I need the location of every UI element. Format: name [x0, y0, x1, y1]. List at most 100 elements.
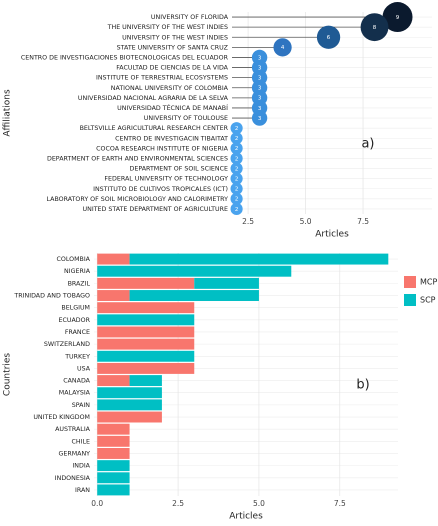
bar-segment: [97, 399, 162, 411]
y-tick-label: SWITZERLAND: [44, 341, 90, 348]
bubble-label: 2: [235, 126, 239, 132]
x-axis-title: Articles: [315, 230, 349, 240]
lollipop-bubble: [360, 13, 389, 42]
bubble-label: 3: [258, 86, 262, 92]
bar-segment: [97, 326, 195, 338]
lollipop-bubble: [273, 38, 292, 57]
lollipop-bubble: [230, 122, 243, 135]
y-tick-label: COCOA RESEARCH INSTITUTE OF NIGERIA: [96, 145, 229, 152]
bubble-label: 4: [281, 45, 285, 51]
y-tick-label: BRAZIL: [68, 280, 91, 287]
x-axis-title: Articles: [229, 512, 263, 522]
bubble-label: 2: [235, 136, 239, 142]
bubble-label: 3: [258, 96, 262, 102]
y-tick-label: UNITED STATE DEPARTMENT OF AGRICULTURE: [83, 206, 228, 213]
legend-key: [404, 276, 416, 288]
y-axis-title: Countries: [3, 353, 13, 396]
bubble-label: 3: [258, 65, 262, 71]
y-tick-label: CHILE: [72, 438, 90, 445]
bar-segment: [97, 423, 130, 435]
y-tick-label: UNITED KINGDOM: [33, 414, 90, 421]
y-tick-label: DEPARTMENT OF EARTH AND ENVIRONMENTAL SC…: [47, 155, 228, 162]
bar-segment: [97, 338, 195, 350]
bar-segment: [97, 435, 130, 447]
bubble-label: 8: [373, 25, 377, 31]
bubble-label: 2: [235, 197, 239, 203]
y-tick-label: MALAYSIA: [59, 390, 91, 397]
y-tick-label: COLOMBIA: [56, 256, 90, 263]
lollipop-bubble: [382, 2, 413, 33]
legend-label: MCP: [420, 278, 437, 287]
bar-segment: [97, 387, 162, 399]
bar-segment: [194, 277, 259, 289]
bar-segment: [97, 472, 130, 484]
y-tick-label: FRANCE: [65, 329, 90, 336]
bubble-label: 6: [327, 35, 331, 41]
bar-segment: [97, 375, 130, 387]
bar-segment: [97, 362, 195, 374]
bar-segment: [129, 290, 259, 301]
y-tick-label: STATE UNIVERSITY OF SANTA CRUZ: [117, 44, 229, 51]
y-tick-label: LABORATORY OF SOIL MICROBIOLOGY AND CALO…: [46, 196, 228, 203]
y-tick-label: TRINIDAD AND TOBAGO: [13, 293, 90, 300]
bar-segment: [97, 411, 162, 423]
y-tick-label: GERMANY: [58, 450, 90, 457]
x-tick-label: 5.0: [253, 499, 265, 508]
bar-segment: [97, 277, 195, 289]
bar-segment: [129, 253, 389, 265]
y-tick-label: UNIVERSITY OF FLORIDA: [151, 14, 229, 21]
bar-segment: [97, 253, 130, 265]
bubble-label: 3: [258, 116, 262, 122]
lollipop-bubble: [230, 142, 243, 155]
bar-segment: [97, 460, 130, 472]
bubble-label: 2: [235, 166, 239, 172]
lollipop-bubble: [230, 162, 243, 175]
bar-segment: [97, 484, 130, 496]
y-tick-label: IRAN: [75, 487, 90, 494]
y-tick-label: INSTITUTE OF TERRESTRIAL ECOSYSTEMS: [96, 75, 228, 82]
y-tick-label: CENTRO DE INVESTIGACIONES BIOTECNOLOGICA…: [21, 54, 229, 61]
y-tick-label: INDIA: [72, 463, 90, 470]
y-tick-label: UNIVERSIDAD NACIONAL AGRARIA DE LA SELVA: [78, 95, 229, 102]
legend-label: SCP: [420, 296, 436, 305]
y-tick-label: INDONESIA: [55, 475, 91, 482]
bubble-label: 2: [235, 207, 239, 213]
bubble-label: 2: [235, 187, 239, 193]
bubble-label: 9: [396, 15, 400, 21]
y-tick-label: NIGERIA: [64, 268, 91, 275]
bar-segment: [97, 448, 130, 459]
lollipop-bubble: [230, 202, 243, 216]
y-tick-label: UNIVERSIDAD TÉCNICA DE MANABÍ: [117, 103, 228, 112]
y-tick-label: SPAIN: [72, 402, 91, 409]
bubble-label: 2: [235, 156, 239, 162]
bubble-label: 3: [258, 55, 262, 61]
y-tick-label: UNIVERSITY OF TOULOUSE: [144, 115, 228, 122]
y-tick-label: THE UNIVERSITY OF THE WEST INDIES: [107, 24, 228, 31]
bubble-label: 2: [235, 146, 239, 152]
y-tick-label: DEPARTMENT OF SOIL SCIENCE: [130, 166, 228, 173]
x-tick-label: 2.5: [242, 217, 254, 226]
lollipop-bubble: [230, 182, 243, 195]
x-tick-label: 7.5: [357, 217, 369, 226]
lollipop-bubble: [251, 110, 268, 126]
y-tick-label: USA: [77, 365, 91, 372]
bar-segment: [97, 350, 195, 362]
y-tick-label: FACULTAD DE CIENCIAS DE LA VIDA: [116, 65, 228, 72]
bar-segment: [97, 302, 195, 314]
y-tick-label: TURKEY: [64, 353, 90, 360]
y-tick-label: INSTITUTO DE CULTIVOS TROPICALES (ICT): [93, 186, 228, 193]
bar-segment: [97, 265, 292, 277]
legend-key: [404, 294, 416, 306]
bubble-label: 3: [258, 75, 262, 81]
annotation: a): [361, 137, 374, 152]
x-tick-label: 7.5: [334, 499, 346, 508]
x-tick-label: 5.0: [300, 217, 312, 226]
y-tick-label: BELGIUM: [61, 305, 90, 312]
annotation: b): [356, 378, 369, 393]
bar-segment: [97, 314, 195, 326]
lollipop-bubble: [230, 132, 243, 145]
y-tick-label: FEDERAL UNIVERSITY OF TECHNOLOGY: [104, 176, 228, 183]
lollipop-bubble: [230, 192, 243, 205]
